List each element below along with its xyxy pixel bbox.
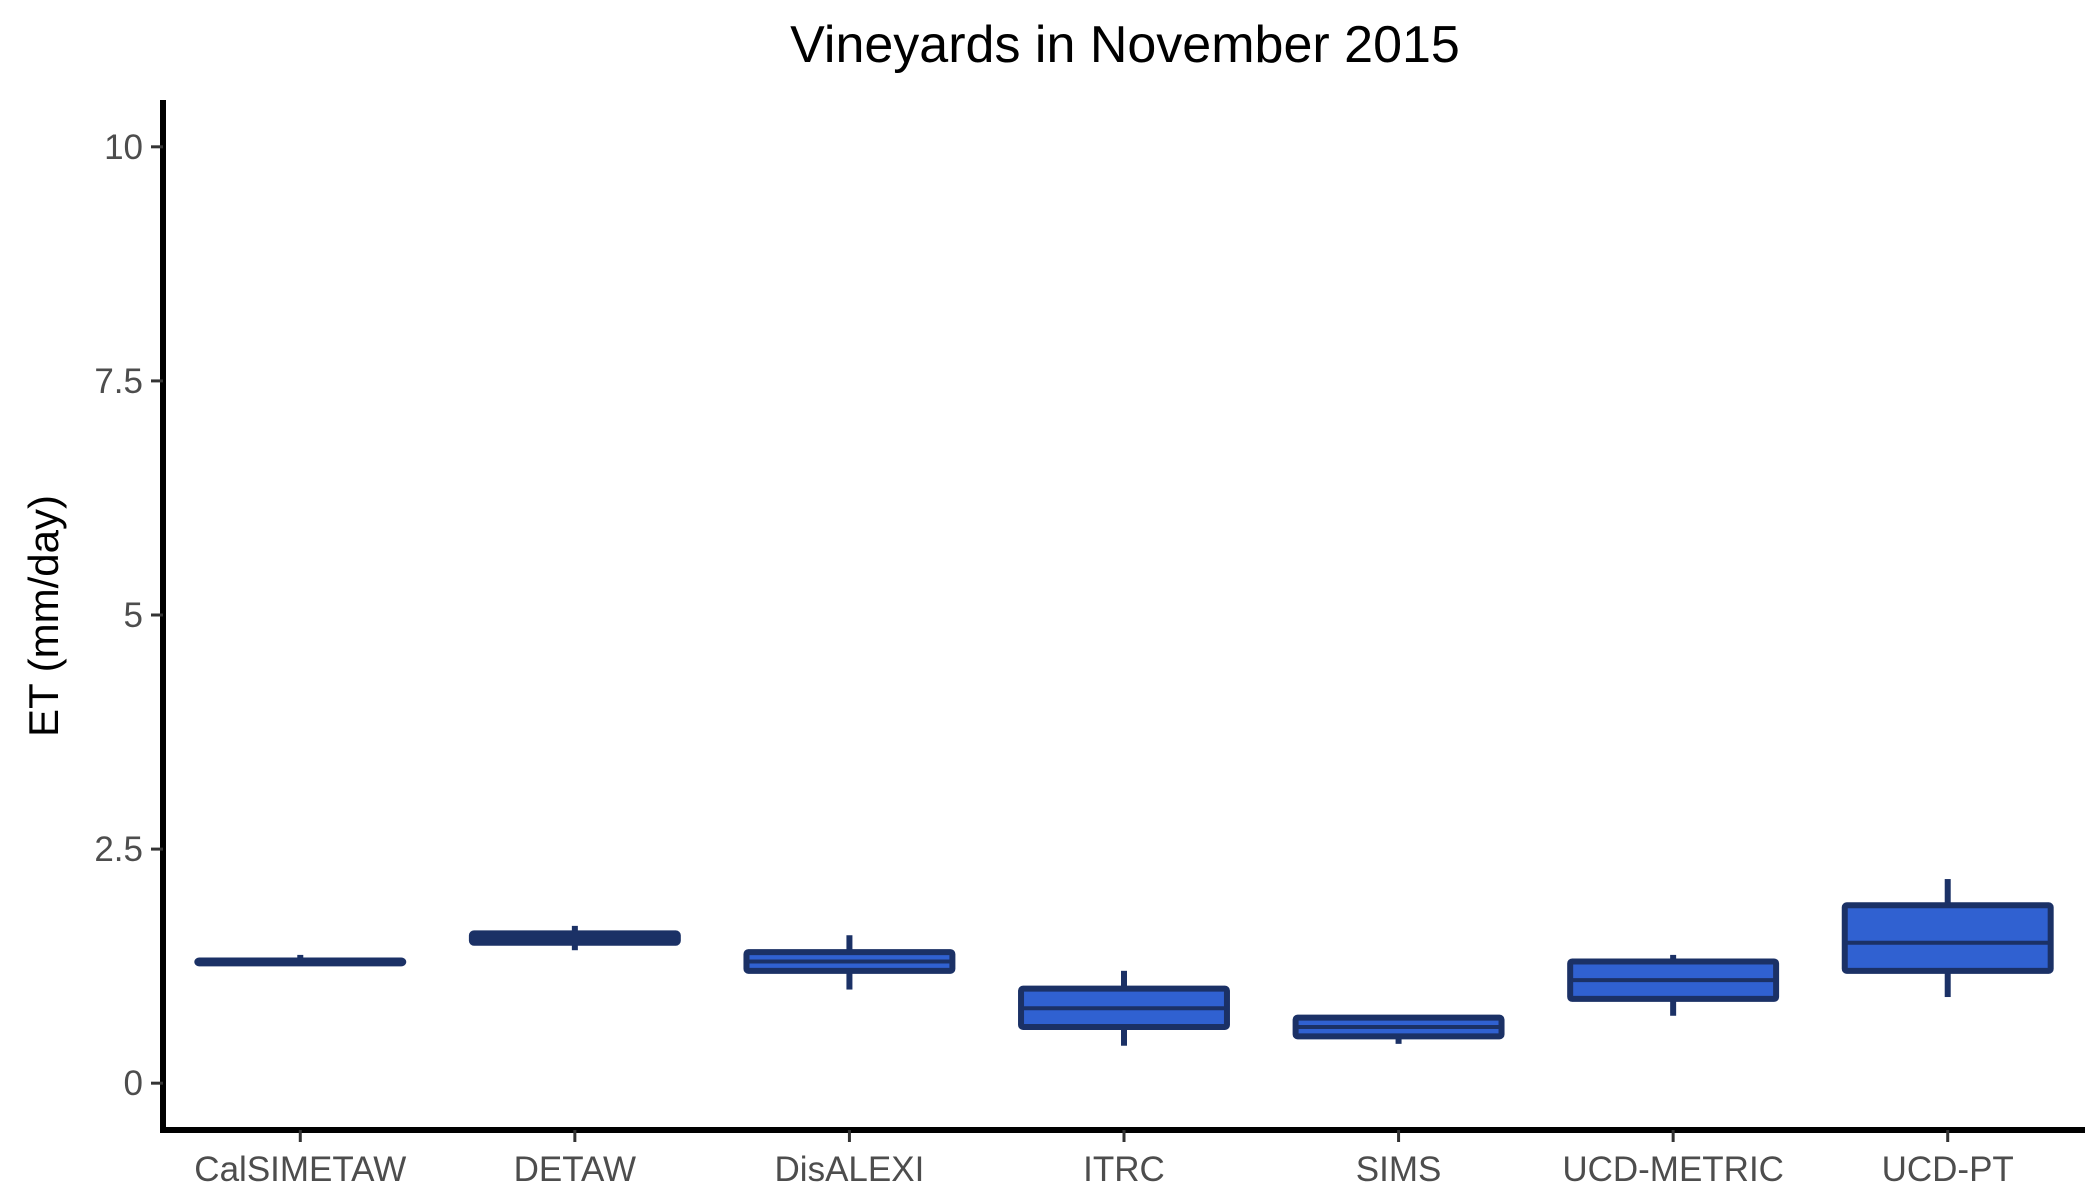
y-tick-label: 0: [124, 1064, 143, 1103]
x-axis: CalSIMETAW DETAW DisALEXI ITRC SIMS UCD-METRI…: [160, 1127, 2085, 1189]
y-tick-label: 7.5: [94, 362, 143, 401]
box-iqr: [1841, 902, 2054, 974]
box-disalexi: [743, 935, 956, 990]
y-tick-label: 10: [104, 128, 143, 167]
y-axis: 0 2.5 5 7.5 10: [94, 100, 166, 1132]
y-tick-label: 5: [124, 596, 143, 635]
y-axis-title: ET (mm/day): [20, 495, 67, 737]
box-ucd-pt: [1841, 879, 2054, 998]
box-ucd-metric: [1567, 954, 1780, 1016]
x-tick-label: UCD-PT: [1882, 1150, 2014, 1189]
x-tick-label: DisALEXI: [775, 1150, 925, 1189]
x-tick-label: DETAW: [514, 1150, 636, 1189]
x-tick-label: CalSIMETAW: [194, 1150, 406, 1189]
box-calsimetaw: [194, 954, 407, 967]
plot-area: [194, 879, 2054, 1046]
x-tick-label: ITRC: [1083, 1150, 1165, 1189]
box-sims: [1292, 1014, 1505, 1044]
x-tick-label: SIMS: [1356, 1150, 1442, 1189]
box-detaw: [468, 925, 681, 951]
box-itrc: [1018, 970, 1230, 1046]
chart-title: Vineyards in November 2015: [790, 16, 1460, 74]
x-tick-label: UCD-METRIC: [1562, 1150, 1784, 1189]
y-tick-label: 2.5: [94, 830, 143, 869]
